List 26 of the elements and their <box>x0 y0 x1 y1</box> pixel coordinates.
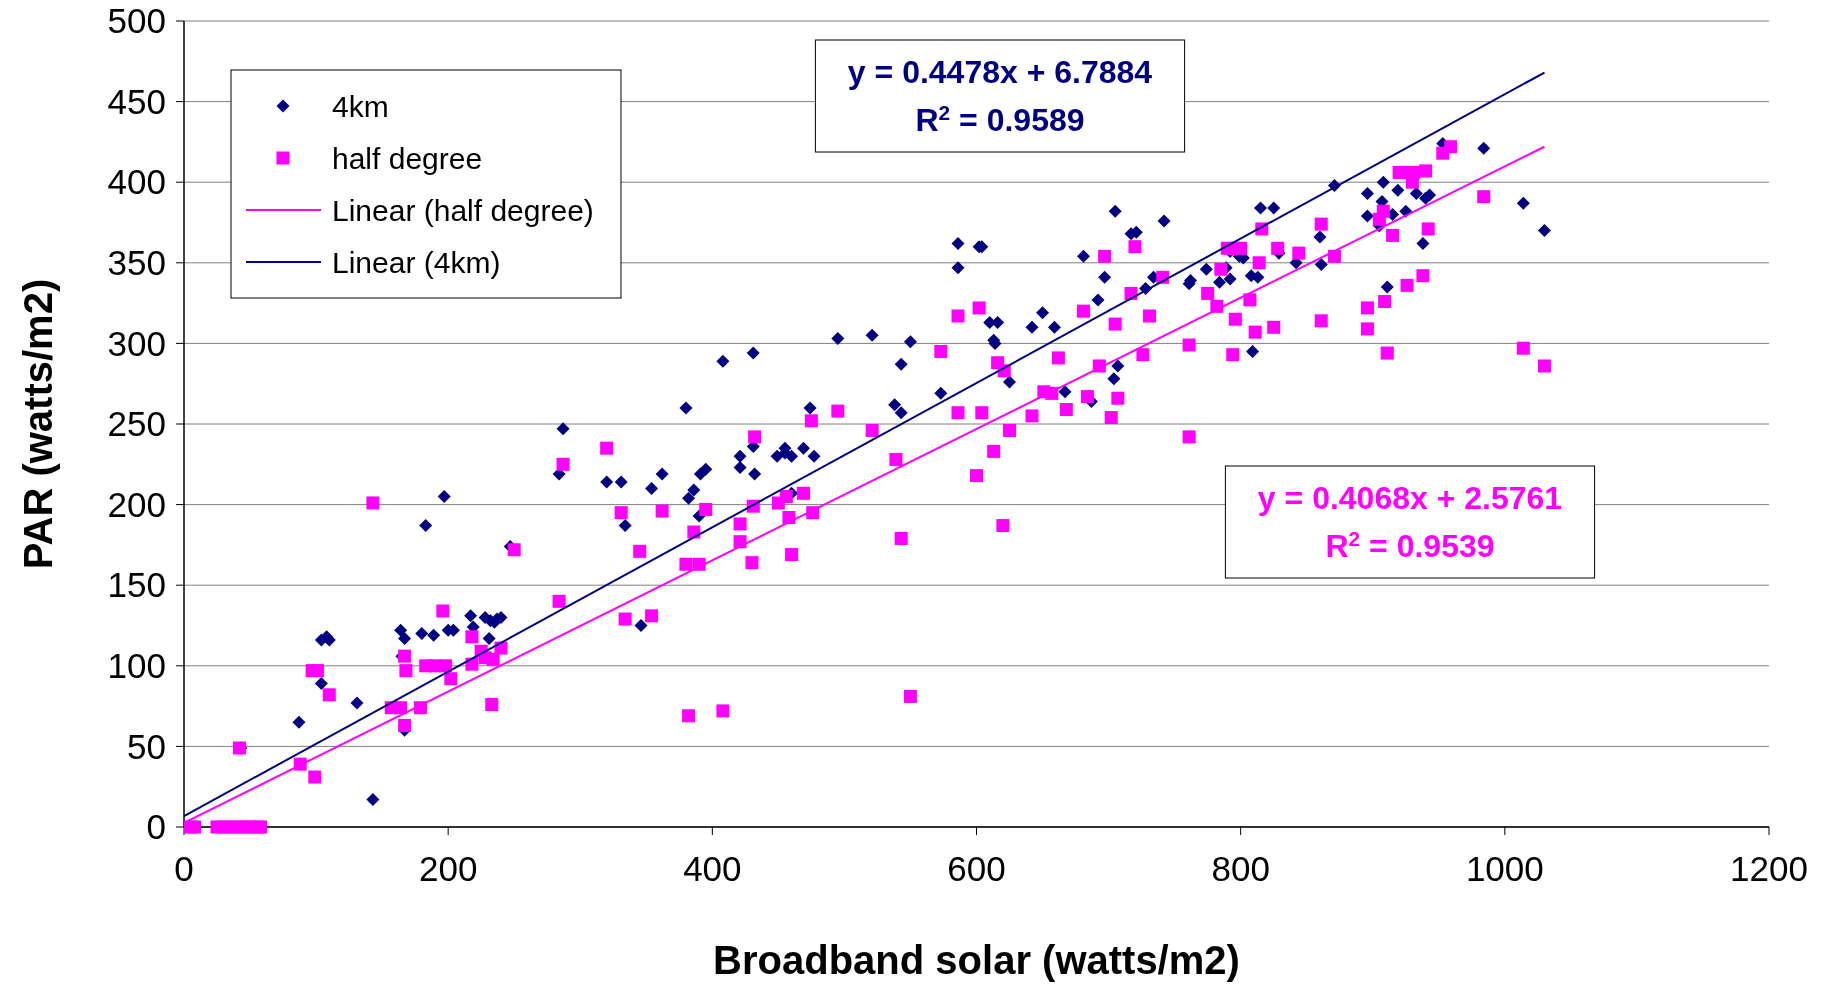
x-tick-label: 200 <box>418 849 478 888</box>
annotation: y = 0.4068x + 2.5761 R$^{2}$ = 0.9539 <box>1257 480 1563 565</box>
y-tick-label: 50 <box>127 726 166 766</box>
y-tick-label: 200 <box>107 484 166 524</box>
x-tick-label: 800 <box>1211 849 1270 888</box>
x-axis-title: Broadband solar (watts/m2) <box>713 938 1240 982</box>
legend-label: 4km <box>332 89 389 123</box>
legend-label: Linear (half degree) <box>332 193 594 227</box>
legend-label: Linear (4km) <box>332 245 501 279</box>
x-tick-label: 0 <box>174 849 194 888</box>
y-tick-label: 300 <box>107 323 166 363</box>
y-tick-label: 400 <box>107 162 166 202</box>
annotation: y = 0.4478x + 6.7884 R$^{2}$ = 0.9589 <box>847 54 1153 139</box>
y-tick-label: 500 <box>107 1 166 41</box>
x-tick-label: 1200 <box>1730 849 1808 888</box>
y-tick-label: 350 <box>107 243 166 283</box>
y-axis-title: PAR (watts/m2) <box>16 278 60 570</box>
x-tick-label: 400 <box>683 849 742 888</box>
x-tick-label: 1000 <box>1465 849 1544 888</box>
y-tick-label: 100 <box>107 646 166 686</box>
y-tick-label: 150 <box>107 565 166 605</box>
y-tick-label: 0 <box>146 807 166 847</box>
legend-label: half degree <box>332 141 483 175</box>
y-tick-label: 450 <box>107 81 166 121</box>
y-tick-label: 250 <box>107 404 166 444</box>
x-tick-label: 600 <box>947 849 1006 888</box>
